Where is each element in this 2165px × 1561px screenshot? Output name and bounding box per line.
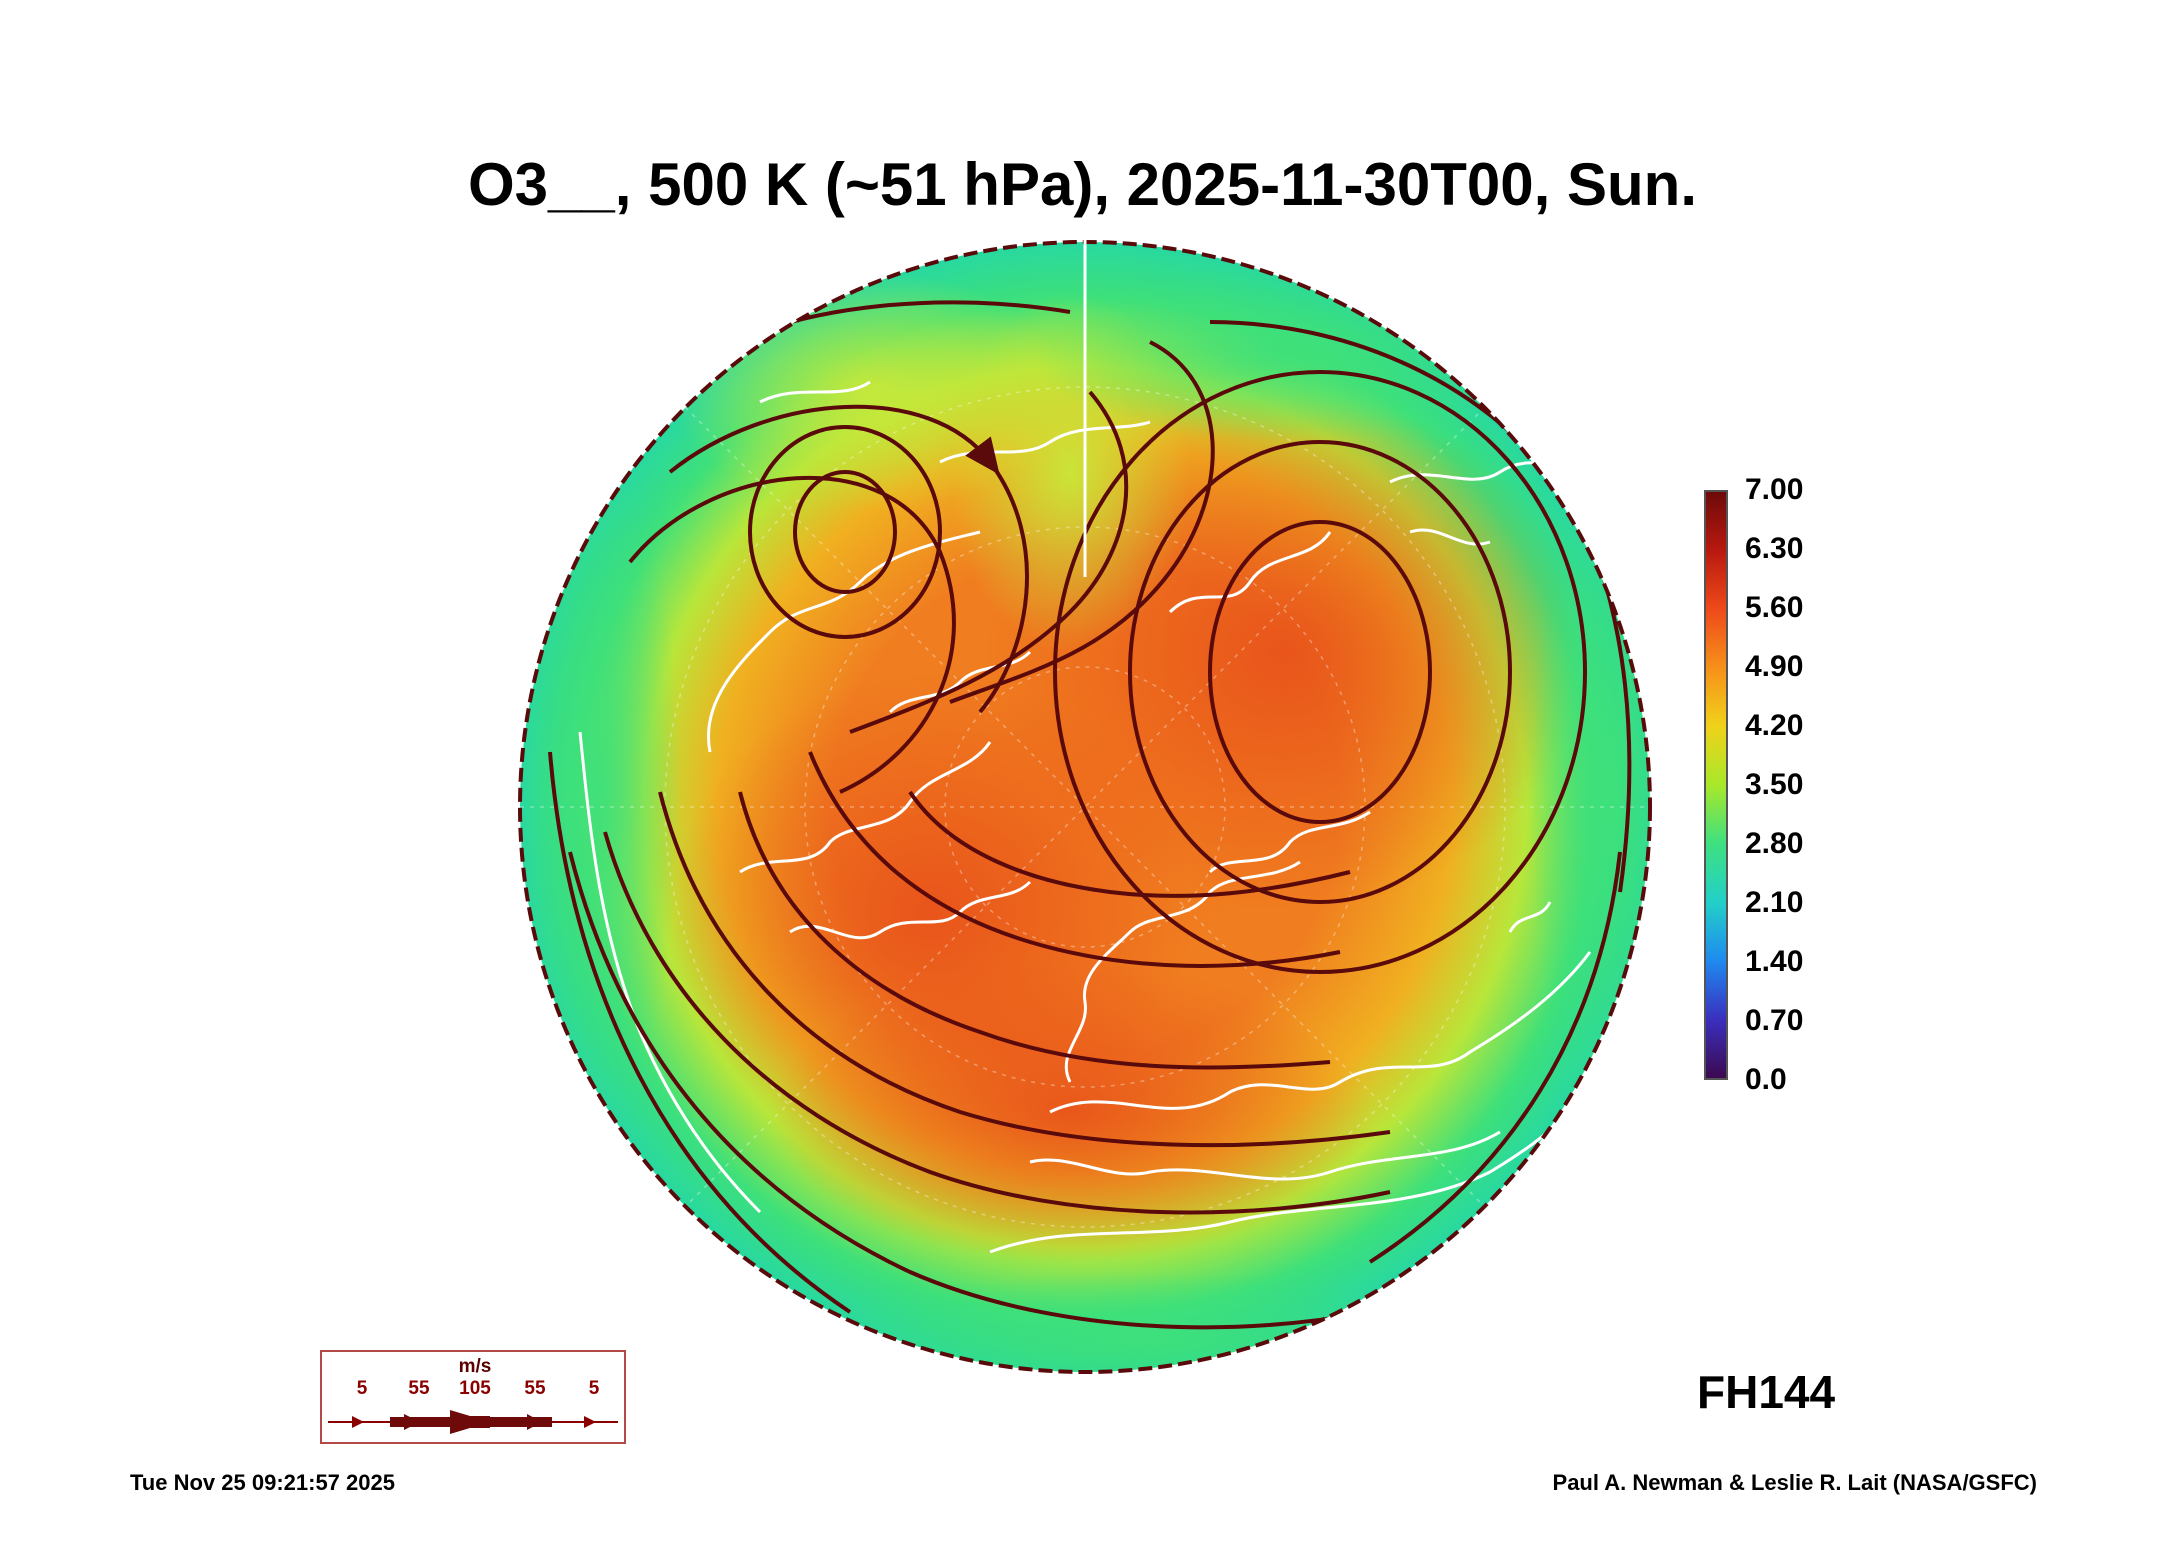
colorbar-tick-label: 1.40: [1745, 945, 1804, 978]
wind-legend-speed: 5: [356, 1378, 368, 1399]
colorbar-tick-label: 6.30: [1745, 532, 1804, 565]
wind-legend-speed: 105: [459, 1378, 491, 1399]
wind-legend-speed: 55: [408, 1378, 430, 1399]
colorbar-tick-label: 0.0: [1745, 1063, 1787, 1096]
credit-line: Paul A. Newman & Leslie R. Lait (NASA/GS…: [1552, 1470, 2037, 1495]
wind-legend-unit: m/s: [458, 1356, 492, 1377]
wind-legend-speed: 5: [588, 1378, 600, 1399]
wind-speed-legend: m/s 5 55 105 55 5: [320, 1350, 626, 1444]
colorbar-tick-label: 5.60: [1745, 591, 1804, 624]
colorbar-tick-label: 2.80: [1745, 827, 1804, 860]
colorbar-tick-label: 4.20: [1745, 709, 1804, 742]
map-title: O3__, 500 K (~51 hPa), 2025-11-30T00, Su…: [467, 151, 1697, 218]
ozone-colorbar: [1704, 490, 1728, 1080]
colorbar-tick-label: 4.90: [1745, 650, 1804, 683]
colorbar-labels: 7.00 6.30 5.60 4.90 4.20 3.50 2.80 2.10 1.40 0.70…: [1745, 473, 1865, 1096]
colorbar-tick-label: 2.10: [1745, 886, 1804, 919]
ozone-field: [520, 242, 1650, 1372]
wind-legend-speed: 55: [524, 1378, 546, 1399]
wind-legend-arrow: [328, 1410, 618, 1434]
forecast-hour-label: FH144: [1697, 1366, 1836, 1418]
run-timestamp: Tue Nov 25 09:21:57 2025: [130, 1470, 395, 1495]
colorbar-tick-label: 3.50: [1745, 768, 1804, 801]
ozone-polar-map: [518, 237, 1652, 1374]
colorbar-tick-label: 7.00: [1745, 473, 1804, 506]
wind-streamlines: [548, 300, 1632, 1330]
colorbar-tick-label: 0.70: [1745, 1004, 1804, 1037]
